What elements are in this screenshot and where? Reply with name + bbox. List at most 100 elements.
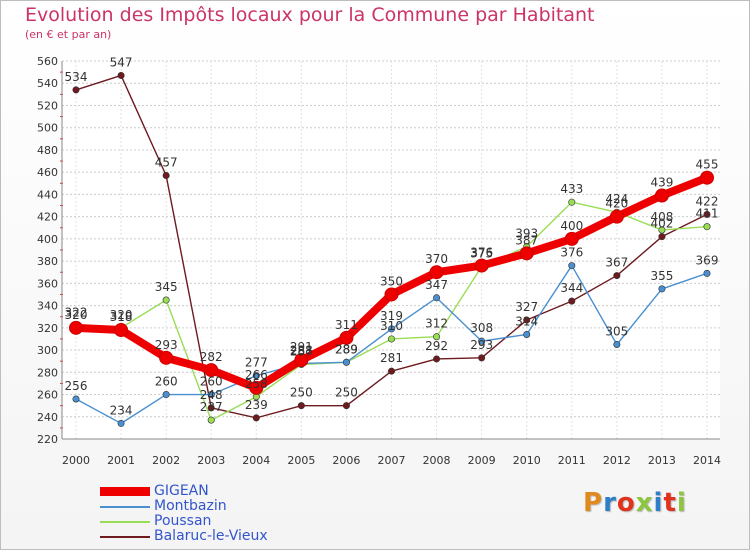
data-label-gigean: 420 [605, 197, 628, 211]
data-point-balaruc-le-vieux [568, 297, 576, 305]
data-point-gigean [159, 350, 174, 365]
data-point-balaruc-le-vieux [613, 272, 621, 280]
data-label-gigean: 370 [425, 252, 448, 266]
data-point-balaruc-le-vieux [342, 402, 350, 410]
data-label-balaruc-le-vieux: 281 [380, 351, 403, 365]
data-label-balaruc-le-vieux: 239 [245, 398, 268, 412]
data-point-poussan [568, 198, 576, 206]
data-label-gigean: 318 [110, 310, 133, 324]
data-label-balaruc-le-vieux: 248 [200, 388, 223, 402]
legend-label-balaruc-le-vieux: Balaruc-le-Vieux [154, 528, 268, 544]
data-label-gigean: 266 [245, 368, 268, 382]
data-point-balaruc-le-vieux [72, 86, 80, 94]
data-point-gigean [519, 246, 534, 261]
data-label-poussan: 312 [425, 317, 448, 331]
data-point-balaruc-le-vieux [703, 210, 711, 218]
x-tick-label: 2007 [378, 454, 406, 467]
x-tick-label: 2012 [603, 454, 631, 467]
data-point-gigean [654, 188, 669, 203]
data-label-montbazin: 260 [200, 375, 223, 389]
data-point-poussan [387, 335, 395, 343]
logo-letter: i [653, 488, 664, 518]
x-tick-label: 2000 [62, 454, 90, 467]
legend-label-montbazin: Montbazin [154, 498, 227, 514]
data-point-balaruc-le-vieux [478, 354, 486, 362]
logo-letter: o [616, 488, 636, 518]
y-tick-label: 280 [37, 366, 58, 379]
data-point-gigean [114, 323, 129, 338]
data-label-balaruc-le-vieux: 250 [290, 386, 313, 400]
data-point-montbazin [117, 419, 125, 427]
data-label-balaruc-le-vieux: 344 [560, 281, 583, 295]
data-label-montbazin: 355 [650, 269, 673, 283]
x-tick-label: 2013 [648, 454, 676, 467]
data-label-poussan: 237 [200, 400, 223, 414]
label-layer: 534 547 457 248 239 250 250 281 292 293 327 344 367 4… [65, 55, 719, 417]
data-point-gigean [474, 258, 489, 273]
data-point-montbazin [342, 358, 350, 366]
data-label-montbazin: 376 [560, 246, 583, 260]
y-tick-label: 560 [37, 55, 58, 68]
data-label-gigean: 320 [65, 308, 88, 322]
data-point-montbazin [433, 294, 441, 302]
data-label-montbazin: 319 [380, 309, 403, 323]
data-label-poussan: 433 [560, 182, 583, 196]
series-layer [69, 71, 714, 427]
data-label-balaruc-le-vieux: 293 [470, 338, 493, 352]
y-tick-label: 420 [37, 211, 58, 224]
y-tick-label: 340 [37, 300, 58, 313]
data-label-balaruc-le-vieux: 250 [335, 386, 358, 400]
data-label-montbazin: 308 [470, 321, 493, 335]
logo-letter: x [635, 488, 654, 518]
data-point-balaruc-le-vieux [387, 367, 395, 375]
data-point-balaruc-le-vieux [523, 316, 531, 324]
y-tick-label: 320 [37, 322, 58, 335]
y-tick-label: 460 [37, 166, 58, 179]
y-tick-label: 520 [37, 99, 58, 112]
data-label-poussan: 320 [110, 308, 133, 322]
data-label-poussan: 345 [155, 280, 178, 294]
data-label-balaruc-le-vieux: 402 [650, 217, 673, 231]
data-point-montbazin [207, 391, 215, 399]
data-label-gigean: 291 [290, 340, 313, 354]
data-point-gigean [609, 209, 624, 224]
data-label-montbazin: 234 [110, 403, 133, 417]
data-label-poussan: 310 [380, 319, 403, 333]
data-label-gigean: 439 [650, 176, 673, 190]
x-tick-label: 2003 [197, 454, 225, 467]
data-point-balaruc-le-vieux [117, 71, 125, 79]
data-label-gigean: 350 [380, 274, 403, 288]
data-point-gigean [384, 287, 399, 302]
data-label-montbazin: 289 [335, 342, 358, 356]
legend-label-poussan: Poussan [154, 513, 212, 529]
data-point-montbazin [72, 395, 80, 403]
data-label-montbazin: 260 [155, 375, 178, 389]
data-point-balaruc-le-vieux [252, 414, 260, 422]
data-label-montbazin: 369 [696, 253, 719, 267]
data-point-gigean [339, 330, 354, 345]
data-label-balaruc-le-vieux: 292 [425, 339, 448, 353]
data-point-poussan [162, 296, 170, 304]
data-label-balaruc-le-vieux: 457 [155, 156, 178, 170]
y-tick-label: 400 [37, 233, 58, 246]
legend-swatch-montbazin [100, 506, 150, 508]
data-label-montbazin: 256 [65, 379, 88, 393]
data-point-montbazin [658, 285, 666, 293]
y-tick-label: 480 [37, 144, 58, 157]
y-tick-label: 300 [37, 344, 58, 357]
data-point-gigean [700, 170, 714, 185]
data-point-gigean [429, 265, 444, 280]
data-point-gigean [249, 380, 264, 395]
data-label-poussan: 375 [470, 247, 493, 261]
data-label-poussan: 411 [696, 207, 719, 221]
x-tick-label: 2008 [423, 454, 451, 467]
x-tick-label: 2001 [107, 454, 135, 467]
data-point-poussan [207, 416, 215, 424]
data-label-montbazin: 347 [425, 278, 448, 292]
data-point-montbazin [703, 269, 711, 277]
data-point-balaruc-le-vieux [207, 404, 215, 412]
data-point-balaruc-le-vieux [433, 355, 441, 363]
data-label-montbazin: 305 [605, 325, 628, 339]
x-tick-label: 2004 [242, 454, 270, 467]
x-tick-label: 2010 [513, 454, 541, 467]
